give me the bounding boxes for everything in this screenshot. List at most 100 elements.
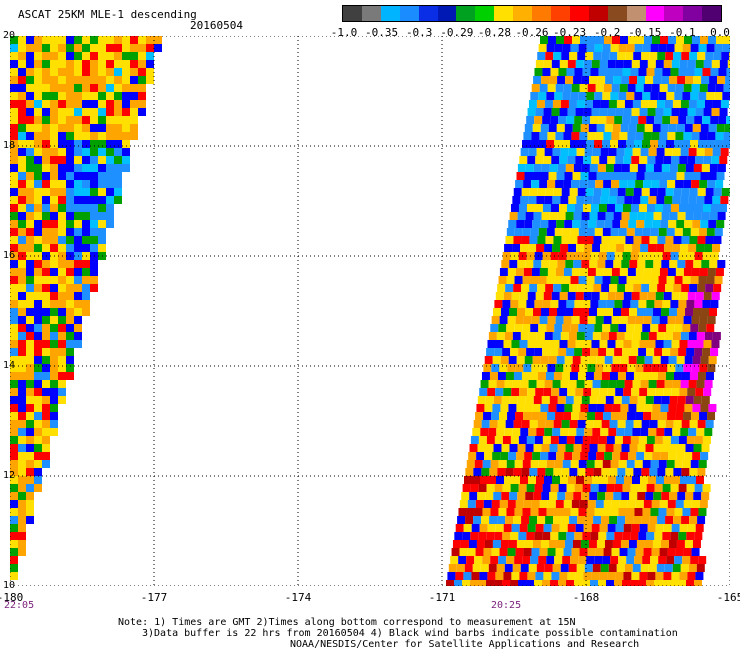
swath-cell xyxy=(631,60,640,68)
swath-cell xyxy=(580,404,589,412)
swath-cell xyxy=(614,204,623,212)
swath-cell xyxy=(587,316,596,324)
swath-cell xyxy=(661,444,670,452)
swath-cell xyxy=(50,196,58,204)
swath-cell xyxy=(694,580,703,586)
swath-cell xyxy=(538,140,547,148)
swath-cell xyxy=(589,212,598,220)
swath-cell xyxy=(66,92,74,100)
swath-cell xyxy=(90,172,98,180)
swath-cell xyxy=(664,244,673,252)
swath-cell xyxy=(697,516,706,524)
swath-cell xyxy=(511,292,520,300)
swath-cell xyxy=(10,444,18,452)
swath-cell xyxy=(549,164,558,172)
swath-cell xyxy=(605,444,614,452)
swath-cell xyxy=(660,452,669,460)
swath-cell xyxy=(483,548,492,556)
swath-cell xyxy=(66,372,74,380)
swath-cell xyxy=(18,220,26,228)
swath-cell xyxy=(18,148,26,156)
swath-cell xyxy=(636,356,645,364)
swath-cell xyxy=(523,500,532,508)
swath-cell xyxy=(561,372,570,380)
swath-cell xyxy=(669,76,678,84)
swath-cell xyxy=(90,108,98,116)
swath-cell xyxy=(595,180,604,188)
swath-cell xyxy=(543,388,552,396)
swath-cell xyxy=(589,164,598,172)
swath-cell xyxy=(591,388,600,396)
swath-cell xyxy=(668,540,677,548)
swath-cell xyxy=(98,236,106,244)
swath-cell xyxy=(10,324,18,332)
swath-cell xyxy=(558,436,567,444)
swath-cell xyxy=(82,300,90,308)
swath-cell xyxy=(650,44,659,52)
swath-cell xyxy=(74,292,82,300)
swath-cell xyxy=(680,332,689,340)
swath-cell xyxy=(515,500,524,508)
swath-cell xyxy=(700,220,709,228)
swath-cell xyxy=(138,68,146,76)
swath-cell xyxy=(596,452,605,460)
swath-cell xyxy=(50,396,58,404)
swath-cell xyxy=(548,404,557,412)
swath-cell xyxy=(715,180,724,188)
swath-cell xyxy=(58,356,66,364)
swath-cell xyxy=(505,372,514,380)
swath-cell xyxy=(552,148,561,156)
swath-cell xyxy=(585,188,594,196)
swath-cell xyxy=(594,92,603,100)
swath-cell xyxy=(584,100,593,108)
swath-cell xyxy=(686,300,695,308)
swath-cell xyxy=(710,300,719,308)
swath-cell xyxy=(566,300,575,308)
swath-cell xyxy=(685,212,694,220)
swath-cell xyxy=(34,108,42,116)
swath-cell xyxy=(701,492,710,500)
colorbar-segment xyxy=(626,6,646,21)
swath-cell xyxy=(720,148,729,156)
swath-cell xyxy=(492,356,501,364)
swath-cell xyxy=(74,92,82,100)
swath-cell xyxy=(565,212,574,220)
swath-cell xyxy=(508,452,517,460)
swath-cell xyxy=(589,444,598,452)
swath-cell xyxy=(663,292,672,300)
swath-cell xyxy=(518,580,527,586)
swath-cell xyxy=(50,68,58,76)
swath-cell xyxy=(528,428,537,436)
swath-cell xyxy=(586,140,595,148)
swath-cell xyxy=(50,388,58,396)
swath-cell xyxy=(18,436,26,444)
swath-cell xyxy=(114,108,122,116)
swath-cell xyxy=(634,92,643,100)
swath-cell xyxy=(598,436,607,444)
swath-cell xyxy=(708,36,716,44)
swath-cell xyxy=(463,572,472,580)
swath-cell xyxy=(553,284,562,292)
swath-cell xyxy=(531,180,540,188)
swath-cell xyxy=(10,556,18,564)
swath-cell xyxy=(560,100,569,108)
swath-cell xyxy=(106,180,114,188)
swath-cell xyxy=(18,460,26,468)
swath-cell xyxy=(10,452,18,460)
swath-cell xyxy=(98,76,106,84)
swath-cell xyxy=(537,188,546,196)
swath-cell xyxy=(628,404,637,412)
swath-cell xyxy=(502,436,511,444)
swath-cell xyxy=(645,308,654,316)
swath-cell xyxy=(551,572,560,580)
swath-cell xyxy=(18,116,26,124)
swath-cell xyxy=(98,148,106,156)
swath-cell xyxy=(513,468,522,476)
swath-cell xyxy=(138,60,146,68)
swath-cell xyxy=(670,300,679,308)
swath-cell xyxy=(679,108,688,116)
swath-cell xyxy=(539,316,548,324)
swath-cell xyxy=(678,484,687,492)
swath-cell xyxy=(661,308,670,316)
swath-cell xyxy=(673,284,682,292)
